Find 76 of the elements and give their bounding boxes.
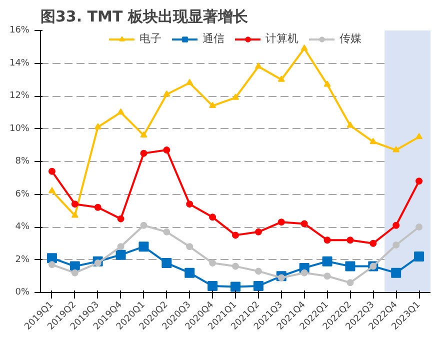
- legend-label: 计算机: [266, 31, 298, 46]
- legend-label: 电子: [140, 31, 162, 46]
- point: [278, 218, 285, 226]
- point: [94, 123, 102, 130]
- point: [140, 150, 148, 157]
- point: [232, 232, 239, 239]
- point: [71, 269, 78, 276]
- point: [186, 200, 194, 208]
- point: [324, 80, 331, 87]
- point: [278, 274, 285, 282]
- point: [324, 272, 331, 280]
- point: [48, 187, 56, 194]
- point: [163, 90, 170, 97]
- point: [48, 168, 56, 175]
- point: [392, 222, 400, 229]
- point: [140, 222, 148, 229]
- point: [117, 215, 124, 222]
- y-tick-label: 2%: [15, 254, 30, 265]
- point: [324, 236, 331, 244]
- point: [254, 62, 262, 69]
- legend-label: 传媒: [340, 31, 362, 46]
- point: [346, 279, 354, 286]
- point: [163, 228, 170, 236]
- point: [230, 282, 240, 292]
- y-tick-label: 14%: [9, 58, 30, 68]
- point: [186, 243, 194, 250]
- point: [184, 268, 195, 278]
- y-tick-label: 0%: [15, 288, 30, 298]
- point: [208, 280, 218, 291]
- point: [346, 122, 354, 128]
- y-tick-label: 4%: [15, 222, 30, 232]
- point: [322, 256, 332, 266]
- point: [416, 132, 423, 140]
- point: [254, 268, 262, 275]
- point: [300, 269, 308, 276]
- y-tick-label: 6%: [15, 189, 30, 200]
- point: [391, 268, 402, 278]
- point: [232, 262, 239, 270]
- point: [414, 251, 424, 262]
- point: [94, 204, 102, 211]
- point: [163, 146, 170, 154]
- point: [345, 261, 356, 272]
- point: [46, 253, 57, 264]
- y-tick-label: 10%: [9, 124, 30, 134]
- point: [117, 108, 124, 115]
- point: [209, 260, 216, 267]
- point: [370, 240, 377, 247]
- point: [138, 242, 149, 252]
- y-tick-label: 16%: [9, 26, 30, 36]
- point: [278, 76, 285, 82]
- point: [117, 243, 124, 250]
- point: [186, 78, 194, 86]
- y-tick-label: 12%: [9, 91, 30, 101]
- point: [300, 44, 308, 51]
- point: [392, 146, 400, 152]
- point: [300, 220, 308, 228]
- point: [71, 212, 78, 218]
- point: [253, 280, 264, 291]
- point: [254, 228, 262, 236]
- point: [209, 102, 216, 108]
- point: [162, 258, 172, 268]
- point: [370, 138, 377, 144]
- chart-title: 图33. TMT 板块出现显著增长: [40, 8, 249, 26]
- point: [116, 250, 126, 260]
- point: [94, 260, 102, 267]
- point: [209, 214, 216, 221]
- point: [346, 236, 354, 244]
- y-tick-label: 8%: [15, 156, 30, 166]
- point: [392, 242, 400, 249]
- point: [48, 261, 56, 268]
- point: [232, 94, 239, 100]
- point: [416, 178, 423, 185]
- point: [140, 131, 148, 138]
- legend-label: 通信: [202, 31, 224, 46]
- point: [416, 224, 423, 230]
- point: [71, 200, 78, 208]
